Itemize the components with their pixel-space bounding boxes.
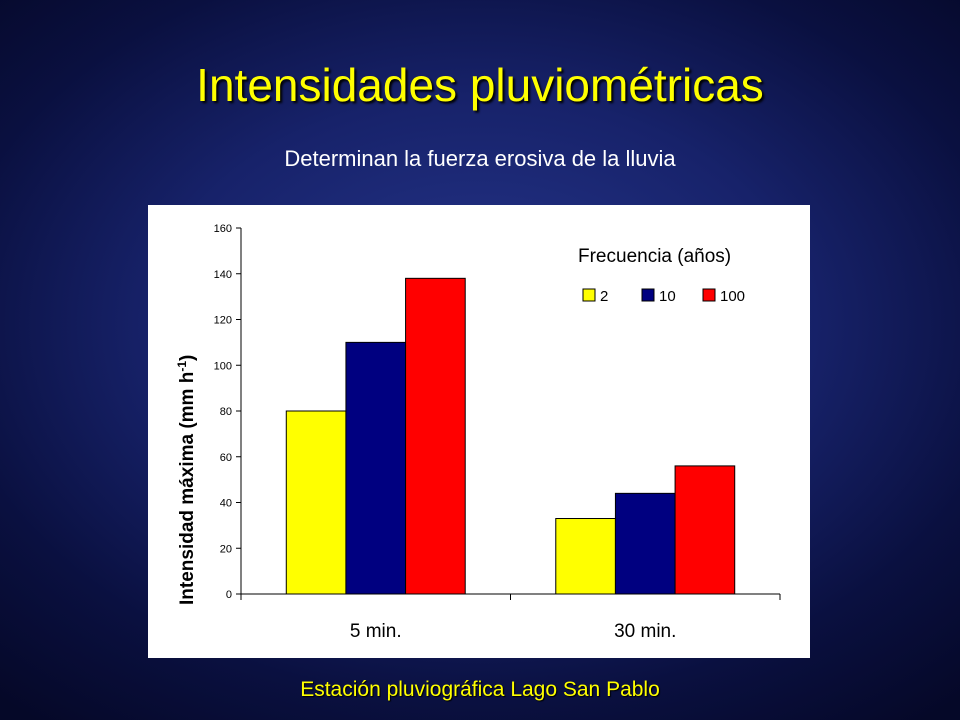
legend-label-10: 10 <box>659 288 676 305</box>
legend-swatch-10 <box>641 288 655 302</box>
legend-swatch-2 <box>582 288 596 302</box>
x-category-label: 30 min. <box>614 621 676 642</box>
legend-swatch-100 <box>702 288 716 302</box>
bar-2-1 <box>285 410 347 595</box>
y-tick-label: 100 <box>214 360 232 372</box>
y-tick-label: 120 <box>214 315 232 327</box>
legend-title: Frecuencia (años) <box>578 246 731 267</box>
slide-title: Intensidades pluviométricas <box>196 59 764 111</box>
bar-100-1 <box>405 277 466 595</box>
y-tick-label: 0 <box>226 589 232 601</box>
slide-subtitle: Determinan la fuerza erosiva de la lluvi… <box>284 146 676 171</box>
legend-label-100: 100 <box>720 288 745 305</box>
y-tick-label: 60 <box>220 452 232 464</box>
y-tick-label: 40 <box>220 498 232 510</box>
y-axis: 0 20 40 60 80 100 120 140 160 <box>214 223 242 601</box>
chart-panel: 0 20 40 60 80 100 120 140 160 5 min. 30 min. Frec… <box>148 205 810 658</box>
bar-10-2 <box>614 492 676 595</box>
bar-chart: 0 20 40 60 80 100 120 140 160 5 min. 30 min. Frec… <box>175 223 781 642</box>
y-tick-label: 20 <box>220 543 232 555</box>
legend: Frecuencia (años) 2 10 100 <box>578 246 745 305</box>
bars <box>285 277 736 595</box>
x-axis: 5 min. 30 min. <box>240 593 781 642</box>
legend-label-2: 2 <box>600 288 608 305</box>
y-axis-label: Intensidad máxima (mm h-1) <box>175 355 198 605</box>
y-tick-label: 140 <box>214 269 232 281</box>
bar-10-1 <box>345 341 407 595</box>
x-category-label: 5 min. <box>350 621 402 642</box>
bar-100-2 <box>674 465 736 595</box>
y-tick-label: 160 <box>214 223 232 235</box>
bar-2-2 <box>555 518 616 595</box>
slide-footer: Estación pluviográfica Lago San Pablo <box>300 678 660 701</box>
y-tick-label: 80 <box>220 406 232 418</box>
